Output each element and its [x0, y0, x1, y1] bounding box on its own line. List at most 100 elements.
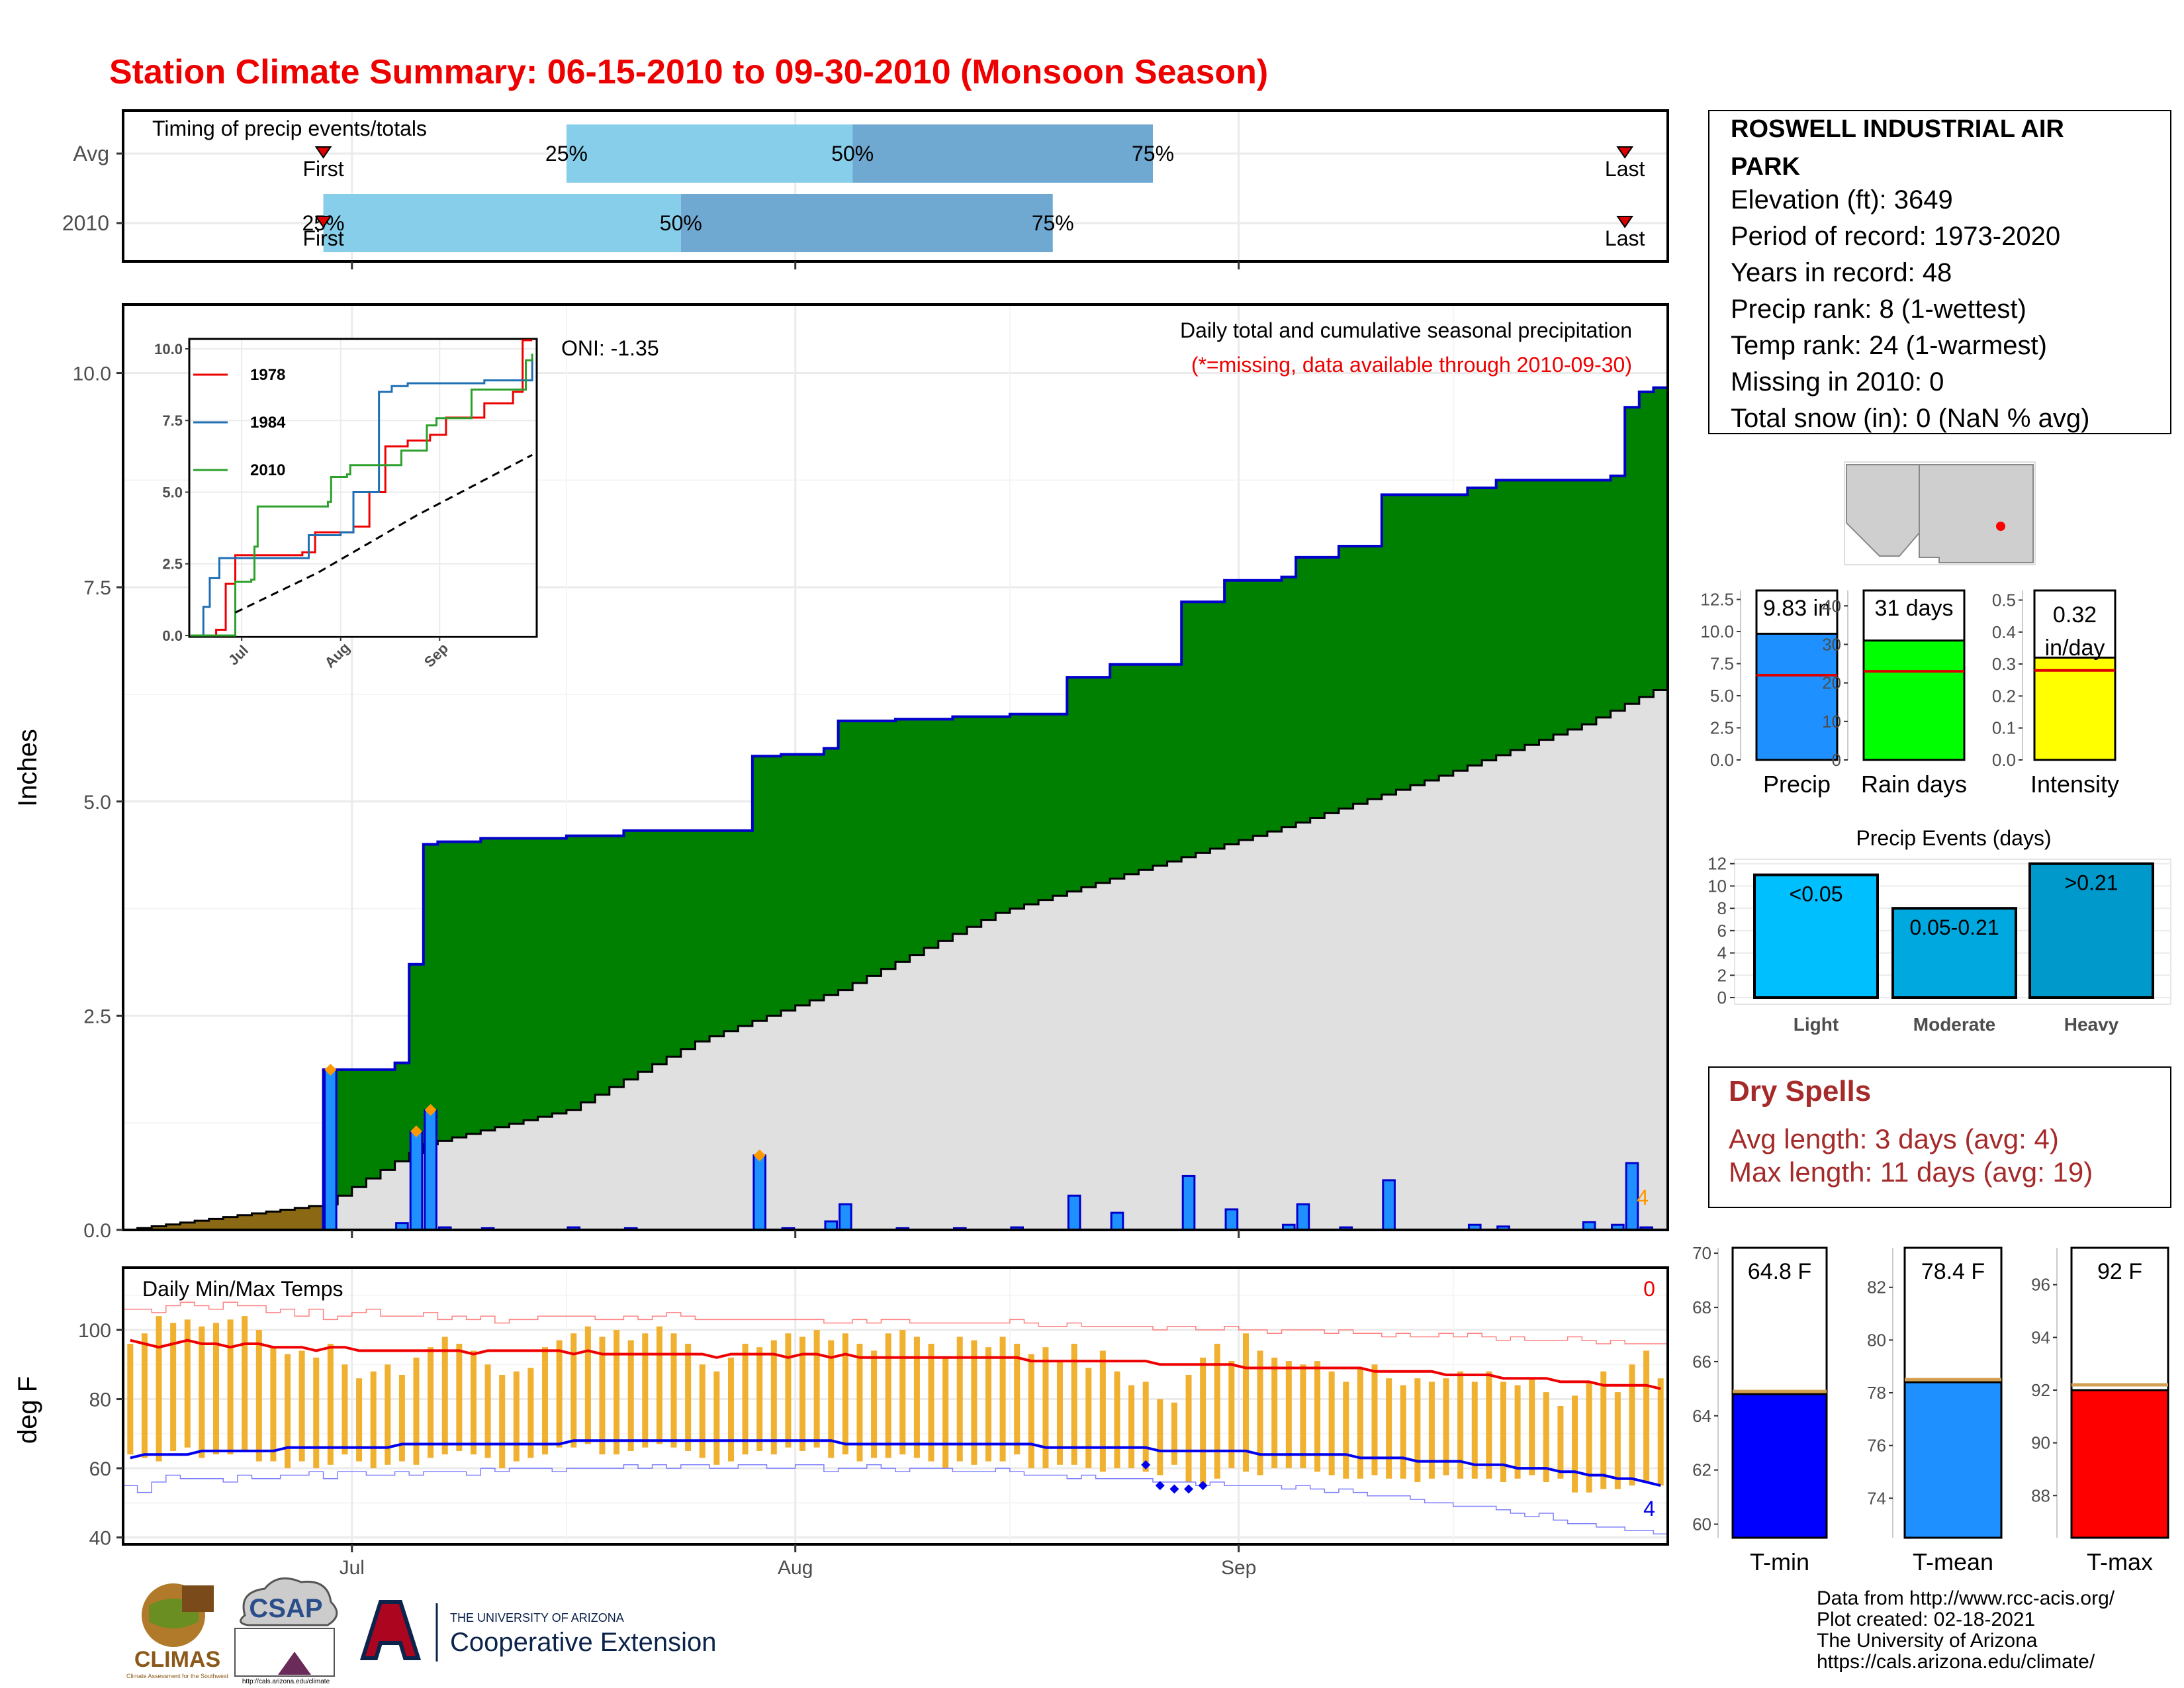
daily-precip-bar [1296, 1203, 1310, 1231]
precip-ylabel: Inches [13, 729, 42, 807]
station-name-line2: PARK [1731, 153, 1800, 181]
daily-temp-bar [928, 1343, 934, 1462]
record-min-hit-dot [1184, 1484, 1194, 1494]
daily-temp-bar [942, 1357, 949, 1469]
avg-max-temp-line [130, 1338, 1661, 1390]
station-info-line: Period of record: 1973-2020 [1731, 222, 2060, 251]
extreme-precip-dot [424, 1103, 437, 1116]
daily-temp-bar [356, 1378, 363, 1462]
daily-temp-bar [441, 1336, 448, 1455]
ua-line1: THE UNIVERSITY OF ARIZONA [450, 1611, 624, 1624]
daily-temp-bar [199, 1326, 205, 1458]
precip-ytick-label: 10.0 [73, 363, 111, 385]
temp-summary-ytick-label: 60 [1692, 1515, 1711, 1534]
daily-temp-bar [1557, 1406, 1564, 1479]
daily-temp-bar [856, 1343, 863, 1462]
daily-temp-bar [1371, 1364, 1378, 1476]
temp-ytick-label: 80 [89, 1389, 111, 1411]
new-mexico-shape [1919, 464, 2034, 563]
timing-pct-label: 50% [660, 211, 702, 235]
daily-temp-bar [1572, 1395, 1578, 1493]
extreme-precip-dot [410, 1125, 423, 1138]
timing-first-label: First [302, 226, 343, 250]
temp-summary-ytick-label: 70 [1692, 1243, 1711, 1263]
daily-temp-bar [1529, 1378, 1535, 1476]
daily-temp-bar [770, 1340, 777, 1455]
precip-events-bar-heavy [2028, 862, 2154, 1000]
temp-summary-bar-t-max [2070, 1389, 2169, 1539]
daily-temp-bar [1443, 1378, 1449, 1476]
daily-temp-bar [212, 1323, 219, 1455]
daily-temp-bar [1614, 1392, 1621, 1489]
daily-temp-bar [542, 1347, 549, 1455]
dry-spells-avg: Avg length: 3 days (avg: 4) [1729, 1123, 2059, 1154]
daily-temp-bar [985, 1347, 991, 1462]
events-ytick-label: 6 [1717, 921, 1727, 941]
temp-ytick-label: 40 [89, 1528, 111, 1550]
daily-temp-bar [670, 1333, 677, 1448]
csap-mountain-icon [278, 1652, 311, 1675]
daily-temp-bar [1257, 1350, 1263, 1476]
timing-row-label: Avg [73, 142, 109, 165]
precip-frame [122, 303, 1669, 1231]
daily-temp-bar [1629, 1364, 1635, 1486]
daily-precip-bar [839, 1203, 852, 1231]
temp-summary-ytick-label: 66 [1692, 1352, 1711, 1372]
precip-events-label: Light [1794, 1014, 1839, 1035]
daily-temp-bar [1314, 1361, 1321, 1472]
summary-bar-intensity [2033, 656, 2116, 761]
timing-pct-label: 25% [545, 142, 588, 165]
timing-bar-50-75 [852, 124, 1153, 183]
daily-temp-bar [227, 1319, 234, 1455]
footer-credits: Data from http://www.rcc-acis.org/Plot c… [1817, 1587, 2115, 1673]
precip-events-bar-light [1753, 873, 1879, 1000]
dry-spells-frame [1708, 1066, 2171, 1208]
daily-temp-bar [1157, 1399, 1163, 1476]
temp-summary-bar-t-mean [1903, 1381, 2003, 1539]
events-ytick-label: 10 [1707, 876, 1727, 896]
daily-temp-bar [685, 1343, 692, 1451]
temp-summary-value: 64.8 F [1748, 1259, 1811, 1284]
temp-panel-label: Daily Min/Max Temps [142, 1277, 343, 1301]
daily-temp-bar [1228, 1361, 1235, 1469]
station-name-line1: ROSWELL INDUSTRIAL AIR [1731, 115, 2064, 143]
summary-value-text: 0.32 [2053, 602, 2097, 628]
summary-ytick-label: 0.0 [1710, 750, 1734, 770]
record-min-hit-dot [1169, 1484, 1179, 1494]
temp-summary-ytick-label: 74 [1867, 1488, 1886, 1508]
daily-temp-bar [1014, 1343, 1021, 1455]
inset-ytick-label: 0.0 [162, 628, 183, 644]
temp-summary-bar-t-min [1731, 1393, 1828, 1539]
daily-temp-bar [127, 1343, 134, 1455]
daily-temp-bar [313, 1357, 320, 1469]
daily-temp-bar [1471, 1382, 1478, 1479]
precip-ytick-label: 5.0 [83, 792, 111, 814]
temp-ylabel: deg F [13, 1376, 42, 1444]
record-min-line [123, 1464, 1668, 1535]
daily-temp-bar [1457, 1371, 1464, 1479]
dry-spells-title: Dry Spells [1729, 1075, 1871, 1107]
precip-events-range: 0.05-0.21 [1909, 915, 1999, 939]
daily-temp-bar [1242, 1333, 1249, 1472]
inset-ytick-label: 10.0 [154, 341, 183, 357]
daily-temp-bar [298, 1350, 305, 1462]
daily-temp-bar [499, 1374, 506, 1469]
daily-temp-bar [1285, 1361, 1292, 1469]
daily-temp-bar [385, 1364, 391, 1465]
precip-note-1: Daily total and cumulative seasonal prec… [1180, 318, 1632, 342]
daily-temp-bar [341, 1364, 348, 1455]
summary-ytick-label: 40 [1822, 596, 1841, 616]
station-info-line: Years in record: 48 [1731, 258, 1952, 287]
daily-precip-bar [752, 1154, 767, 1231]
dry-spells-max: Max length: 11 days (avg: 19) [1729, 1156, 2093, 1188]
summary-ytick-label: 30 [1822, 634, 1841, 654]
daily-precip-bar [1067, 1194, 1081, 1231]
daily-temp-bar [1028, 1354, 1034, 1469]
daily-temp-bar [642, 1333, 649, 1448]
oni-label: ONI: -1.35 [561, 336, 659, 360]
timing-bar-25-50 [566, 124, 853, 183]
summary-unit-text: in/day [2045, 635, 2105, 661]
